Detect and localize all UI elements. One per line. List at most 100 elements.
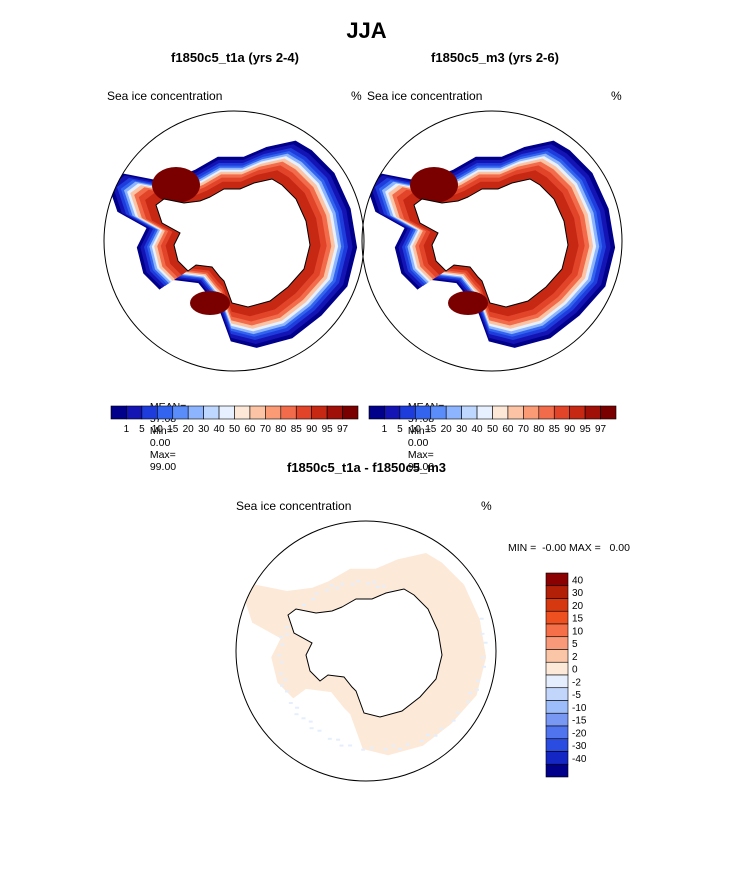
diff-speckle xyxy=(302,603,306,606)
diff-speckle xyxy=(350,583,355,586)
ross-thick-ice xyxy=(448,291,488,315)
colorbar-swatch xyxy=(584,405,601,420)
diff-speckle xyxy=(455,711,460,714)
colorbar-tick-label: 90 xyxy=(564,424,576,435)
colorbar-tick-label: -40 xyxy=(572,754,587,765)
diff-speckle xyxy=(325,589,329,592)
panel2-max-label: Max= xyxy=(407,449,434,461)
colorbar-tick-label: -20 xyxy=(572,728,587,739)
diff-speckle xyxy=(285,690,289,693)
diff-speckle xyxy=(381,585,386,588)
panel1-variable-label: Sea ice concentration xyxy=(107,89,223,103)
diff-speckle xyxy=(426,733,431,736)
colorbar-tick-label: 20 xyxy=(572,601,584,612)
diff-speckle xyxy=(451,719,456,722)
colorbar-tick-label: 15 xyxy=(572,614,584,625)
colorbar-swatch xyxy=(545,725,569,740)
panel2-map-boundary xyxy=(361,110,623,372)
colorbar-tick-label: 95 xyxy=(322,424,334,435)
figure-title: JJA xyxy=(346,18,387,43)
colorbar-tick-label: 30 xyxy=(456,424,468,435)
diff-speckle xyxy=(475,679,480,682)
colorbar-tick-label: 85 xyxy=(549,424,561,435)
colorbar-tick-label: -15 xyxy=(572,716,587,727)
diff-speckle xyxy=(398,748,402,750)
panel1-colorbar: 1 5 10 15 20 30 40 50 60 70 80 85 90 95 97 xyxy=(110,405,359,435)
colorbar-tick-label: 95 xyxy=(580,424,592,435)
diff-speckle xyxy=(279,636,284,639)
colorbar-swatch xyxy=(545,610,569,625)
colorbar-swatch xyxy=(545,598,569,612)
colorbar-tick-label: 40 xyxy=(214,424,226,435)
diff-speckle xyxy=(280,684,284,687)
colorbar-swatch xyxy=(600,405,617,420)
colorbar-swatch xyxy=(476,405,493,420)
panel2-map xyxy=(365,140,616,348)
colorbar-tick-label: 97 xyxy=(337,424,349,435)
diff-speckle xyxy=(383,748,388,751)
colorbar-tick-label: 1 xyxy=(382,424,388,435)
diff-speckle xyxy=(483,641,488,644)
colorbar-swatch xyxy=(545,661,569,676)
panel1-max-value: 99.00 xyxy=(149,461,177,473)
panel1-units-label: % xyxy=(351,89,362,103)
antarctica-landmass xyxy=(413,178,569,308)
antarctica-landmass xyxy=(155,178,311,308)
diff-speckle xyxy=(279,661,284,664)
colorbar-swatch xyxy=(249,405,266,420)
colorbar-tick-label: 85 xyxy=(291,424,303,435)
colorbar-swatch xyxy=(507,405,524,420)
diff-speckle xyxy=(285,626,289,629)
diff-minmax: MIN = -0.00 MAX = 0.00 xyxy=(508,542,630,554)
diff-title: f1850c5_t1a - f1850c5_m3 xyxy=(286,460,446,475)
diff-speckle xyxy=(327,737,332,740)
colorbar-tick-label: 20 xyxy=(441,424,453,435)
diff-speckle xyxy=(468,692,473,695)
colorbar-tick-label: 5 xyxy=(397,424,403,435)
diff-speckle xyxy=(375,586,380,589)
diff-speckle xyxy=(309,727,314,730)
diff-speckle xyxy=(391,744,396,747)
colorbar-tick-label: -2 xyxy=(572,677,581,688)
diff-speckle xyxy=(285,633,290,636)
colorbar-swatch xyxy=(545,763,569,778)
weddell-thick-ice xyxy=(152,167,200,203)
colorbar-tick-label: 40 xyxy=(572,575,584,586)
diff-speckle xyxy=(308,720,313,723)
diff-speckle xyxy=(336,738,341,741)
colorbar-swatch xyxy=(553,405,570,420)
colorbar-tick-label: -10 xyxy=(572,703,587,714)
diff-map xyxy=(242,553,488,756)
diff-speckle xyxy=(314,592,319,595)
colorbar-tick-label: 97 xyxy=(595,424,607,435)
colorbar-tick-label: 0 xyxy=(572,665,578,676)
colorbar-swatch xyxy=(295,405,312,420)
colorbar-swatch xyxy=(311,405,328,420)
diff-speckle xyxy=(405,743,410,746)
colorbar-swatch xyxy=(218,405,235,420)
colorbar-tick-label: 50 xyxy=(229,424,241,435)
colorbar-swatch xyxy=(545,623,569,638)
colorbar-swatch xyxy=(172,405,189,420)
colorbar-tick-label: 70 xyxy=(260,424,272,435)
colorbar-tick-label: 10 xyxy=(410,424,422,435)
colorbar-swatch xyxy=(538,405,555,420)
panel2-max-value: 99.00 xyxy=(407,461,435,473)
diff-speckle xyxy=(335,587,340,589)
diff-speckle xyxy=(277,654,282,657)
colorbar-swatch xyxy=(545,751,569,765)
colorbar-tick-label: 5 xyxy=(572,639,578,650)
colorbar-tick-label: 80 xyxy=(275,424,287,435)
colorbar-tick-label: 40 xyxy=(472,424,484,435)
colorbar-swatch xyxy=(157,405,174,420)
diff-speckle xyxy=(419,740,424,742)
colorbar-tick-label: -5 xyxy=(572,690,581,701)
colorbar-tick-label: 50 xyxy=(487,424,499,435)
diff-speckle xyxy=(295,706,300,709)
colorbar-tick-label: 10 xyxy=(572,626,584,637)
diff-speckle xyxy=(279,672,283,675)
diff-speckle xyxy=(433,734,438,737)
colorbar-swatch xyxy=(569,405,586,420)
panel2-variable-label: Sea ice concentration xyxy=(367,89,483,103)
diff-speckle xyxy=(482,665,486,668)
